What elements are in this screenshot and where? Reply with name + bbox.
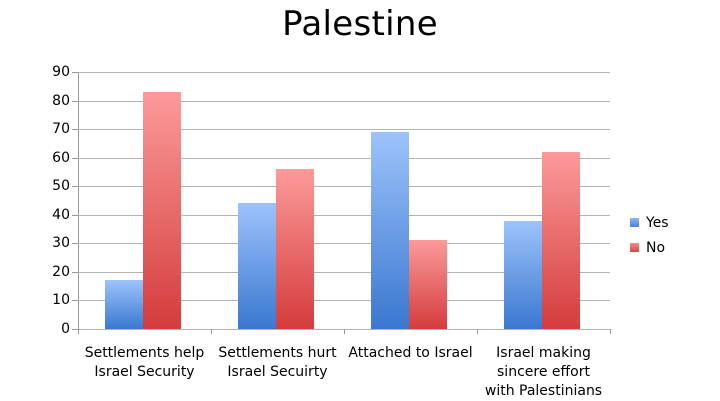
legend-item-no: No xyxy=(630,235,669,260)
y-tick-label: 90 xyxy=(52,64,70,80)
x-category-label-line: with Palestinians xyxy=(484,383,603,399)
gridline xyxy=(78,214,610,216)
gridline xyxy=(78,157,610,159)
x-tick xyxy=(477,329,478,334)
legend-swatch-no xyxy=(630,243,639,252)
y-tick-label: 40 xyxy=(52,206,70,223)
gridline xyxy=(78,72,610,73)
y-tick xyxy=(72,214,78,216)
y-tick xyxy=(72,129,78,131)
x-tick xyxy=(78,329,79,334)
x-category-label: Attached to Israel xyxy=(344,344,478,363)
y-tick-label: 0 xyxy=(61,321,70,337)
x-category-label: Settlements help Israel Security xyxy=(78,344,212,382)
x-category-label-line: Israel making xyxy=(496,345,591,361)
y-tick-label: 60 xyxy=(52,149,70,166)
bar-yes-2 xyxy=(370,131,409,329)
y-tick-label: 30 xyxy=(52,235,70,252)
x-tick xyxy=(344,329,345,334)
bar-no-2 xyxy=(408,240,447,329)
y-tick-label: 80 xyxy=(52,92,70,109)
x-category-label-line: Israel Secuirty xyxy=(227,364,328,380)
legend-item-yes: Yes xyxy=(630,210,669,235)
y-tick-label: 10 xyxy=(52,292,70,309)
y-tick xyxy=(72,157,78,159)
legend-label-no: No xyxy=(646,239,666,256)
chart-title: Palestine xyxy=(282,4,438,44)
legend: Yes No xyxy=(630,210,669,260)
gridline xyxy=(78,100,610,102)
y-tick xyxy=(72,186,78,188)
plot-area: 0 10 20 30 40 50 60 70 80 90 xyxy=(52,64,611,337)
y-tick xyxy=(72,72,78,73)
gridline xyxy=(78,300,610,302)
bar-yes-1 xyxy=(237,203,276,329)
x-category-label: Settlements hurt Israel Secuirty xyxy=(211,344,345,382)
gridline xyxy=(78,186,610,188)
y-tick xyxy=(72,329,78,330)
x-tick xyxy=(211,329,212,334)
x-category-label-line: Attached to Israel xyxy=(348,345,473,361)
y-tick xyxy=(72,243,78,245)
gridline xyxy=(78,129,610,131)
y-tick-label: 20 xyxy=(52,263,70,280)
y-tick xyxy=(72,271,78,273)
bar-no-1 xyxy=(275,169,314,329)
y-axis xyxy=(78,72,79,329)
y-tick xyxy=(72,300,78,302)
x-category-label-line: Israel Security xyxy=(94,364,195,380)
x-category-label-line: Settlements help xyxy=(84,345,205,361)
gridline xyxy=(78,271,610,273)
x-category-label-line: sincere effort xyxy=(497,364,590,380)
bar-no-3 xyxy=(541,151,580,329)
bar-yes-0 xyxy=(104,280,143,329)
x-tick xyxy=(610,329,611,334)
legend-swatch-yes xyxy=(630,218,639,227)
y-tick xyxy=(72,100,78,102)
y-tick-label: 70 xyxy=(52,121,70,138)
bar-yes-3 xyxy=(503,220,542,329)
x-category-label-line: Settlements hurt xyxy=(218,345,337,361)
x-category-label: Israel making sincere effort with Palestin… xyxy=(477,344,611,401)
y-tick-label: 50 xyxy=(52,178,70,195)
gridline xyxy=(78,243,610,245)
bar-no-0 xyxy=(142,92,181,329)
legend-label-yes: Yes xyxy=(646,214,669,231)
